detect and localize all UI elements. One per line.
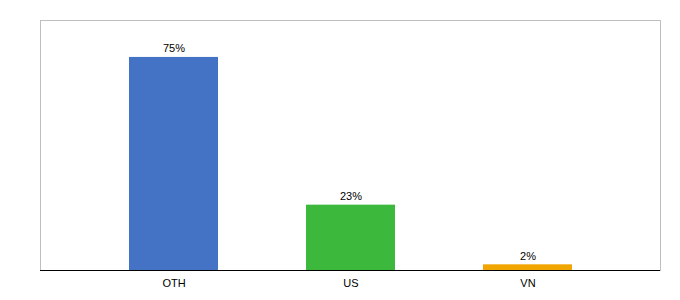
svg-text:VN: VN xyxy=(520,277,535,289)
svg-text:2%: 2% xyxy=(520,250,536,262)
svg-text:75%: 75% xyxy=(163,42,185,54)
svg-text:OTH: OTH xyxy=(162,277,185,289)
svg-text:23%: 23% xyxy=(340,190,362,202)
svg-text:US: US xyxy=(343,277,358,289)
